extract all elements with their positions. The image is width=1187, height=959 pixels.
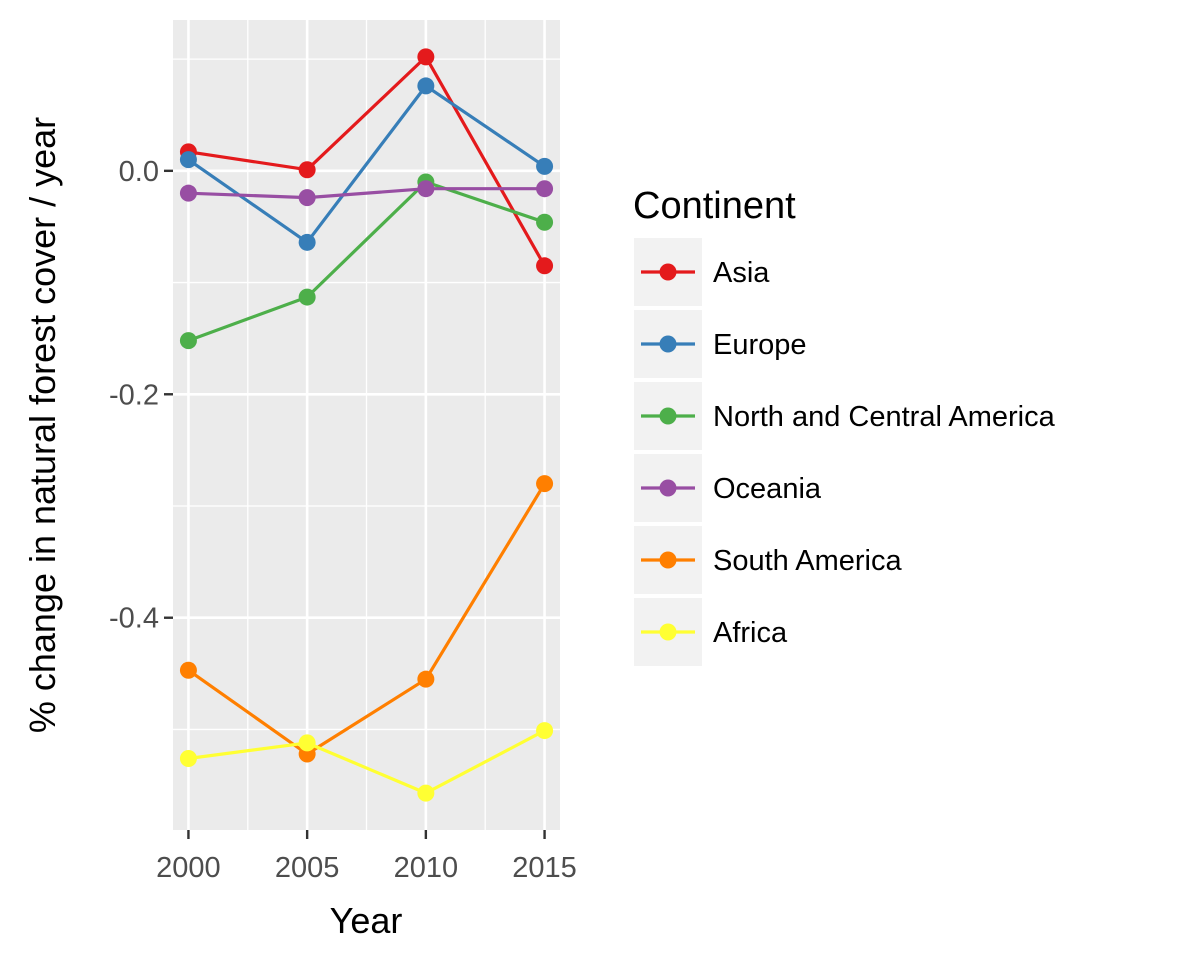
series-lines xyxy=(179,48,554,802)
legend-label: Asia xyxy=(713,257,770,289)
data-point xyxy=(179,749,197,767)
legend-key-point xyxy=(659,335,677,353)
data-point xyxy=(179,151,197,169)
series-oceania xyxy=(179,180,554,207)
series-line xyxy=(187,482,546,756)
legend-label: Europe xyxy=(713,329,807,361)
x-tick-label: 2015 xyxy=(512,852,577,884)
data-point xyxy=(536,213,554,231)
data-point xyxy=(417,77,435,95)
data-point xyxy=(417,48,435,66)
data-point xyxy=(179,184,197,202)
data-point xyxy=(298,233,316,251)
data-point xyxy=(298,161,316,179)
series-line xyxy=(187,180,546,343)
legend: Continent Asia Europe North and Central Am… xyxy=(633,185,1056,666)
series-line xyxy=(188,729,546,795)
data-point xyxy=(536,180,554,198)
legend-title: Continent xyxy=(633,185,796,227)
legend-key-point xyxy=(659,479,677,497)
data-point xyxy=(298,189,316,207)
series-line xyxy=(187,84,546,244)
legend-label: Oceania xyxy=(713,473,822,505)
data-point xyxy=(536,257,554,275)
legend-label: South America xyxy=(713,545,902,577)
data-point xyxy=(179,661,197,679)
data-point xyxy=(417,784,435,802)
data-point xyxy=(417,180,435,198)
data-point xyxy=(417,670,435,688)
y-tick-label: 0.0 xyxy=(119,156,159,188)
legend-key-point xyxy=(659,263,677,281)
legend-item: Europe xyxy=(634,310,807,378)
data-point xyxy=(298,288,316,306)
series-line xyxy=(188,55,546,267)
data-point xyxy=(536,722,554,740)
data-point xyxy=(179,332,197,350)
series-europe xyxy=(179,77,554,251)
x-tick-label: 2010 xyxy=(394,852,459,884)
legend-key-point xyxy=(659,623,677,641)
legend-key-point xyxy=(659,551,677,569)
legend-item: Oceania xyxy=(634,454,822,522)
legend-item: North and Central America xyxy=(634,382,1056,450)
x-tick-label: 2000 xyxy=(156,852,221,884)
y-tick-label: -0.4 xyxy=(109,603,159,635)
legend-item: South America xyxy=(634,526,902,594)
x-axis-title: Year xyxy=(330,900,403,941)
legend-item: Africa xyxy=(634,598,788,666)
legend-item: Asia xyxy=(634,238,770,306)
y-axis-title: % change in natural forest cover / year xyxy=(22,117,63,733)
series-africa xyxy=(179,722,554,802)
series-line xyxy=(188,187,545,200)
axes: 0.0 -0.2 -0.4 2000 2005 2010 2015 xyxy=(109,156,577,884)
x-tick-label: 2005 xyxy=(275,852,340,884)
y-tick-label: -0.2 xyxy=(109,379,159,411)
legend-label: North and Central America xyxy=(713,401,1056,433)
data-point xyxy=(536,157,554,175)
data-point xyxy=(298,734,316,752)
legend-key-point xyxy=(659,407,677,425)
data-point xyxy=(536,475,554,493)
legend-label: Africa xyxy=(713,617,788,649)
